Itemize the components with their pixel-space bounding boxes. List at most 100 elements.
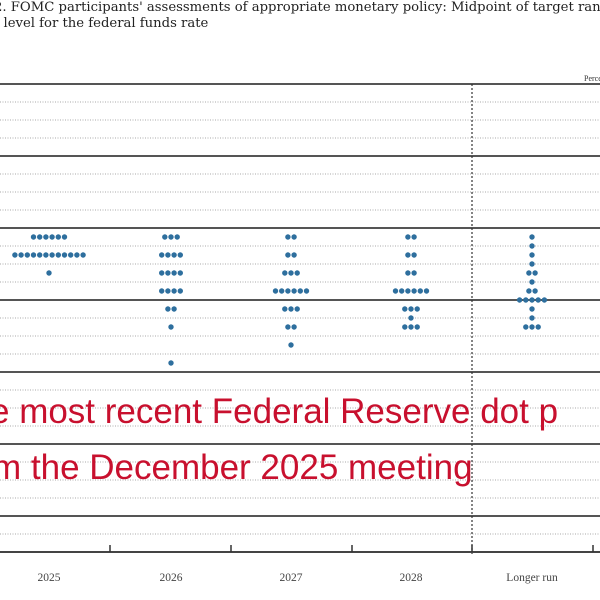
participant-dot [408,306,414,312]
unit-label: Percent [584,74,600,83]
participant-dot [165,306,171,312]
participant-dot [526,288,532,294]
x-axis [0,545,600,553]
participant-dot [423,288,430,294]
participant-dot [303,288,310,294]
participant-dot [46,270,52,276]
participant-dot [411,270,417,276]
participant-dot [405,252,411,258]
participant-dot [529,279,535,285]
participant-dot [529,243,535,249]
participant-dot [402,306,408,312]
participant-dot [37,234,43,240]
participant-dot [285,252,291,258]
participant-dot [405,234,411,240]
participant-dot [288,342,294,348]
x-axis-label: 2025 [37,572,61,584]
participant-dot [24,252,30,258]
participant-dot [282,270,288,276]
participant-dot [411,234,417,240]
participant-dot [171,270,177,276]
participant-dot [399,288,405,294]
participant-dot [61,234,68,240]
participant-dot [30,252,37,258]
participant-dot [282,306,288,312]
participant-dot [408,315,414,321]
participant-dot [55,252,61,258]
participant-dot [297,288,303,294]
participant-dot [177,252,183,258]
participant-dot [177,288,183,294]
participant-dot [529,297,535,303]
grid-lines [0,83,600,556]
participant-dot [529,252,535,258]
participant-dot [288,270,294,276]
participant-dot [516,297,523,303]
participant-dot [49,252,55,258]
participant-dot [408,324,414,330]
figure-title-line1: 2. FOMC participants' assessments of app… [0,0,600,15]
participant-dot [529,306,535,312]
participant-dot [159,252,165,258]
participant-dot [414,306,420,312]
participant-dot [162,234,168,240]
participant-dot [61,252,68,258]
participant-dot [291,324,297,330]
participant-dot [523,324,529,330]
participant-dot [18,252,24,258]
participant-dot [285,288,291,294]
participant-dot [168,360,174,366]
participant-dot [49,234,55,240]
participant-dot [37,252,43,258]
participant-dot [411,288,417,294]
participant-dot [55,234,61,240]
dots-layer [12,234,548,366]
overlay-caption-line2: m the December 2025 meeting [0,448,473,487]
participant-dot [168,234,174,240]
x-axis-label: Longer run [506,572,558,584]
participant-dot [171,288,177,294]
participant-dot [529,315,535,321]
participant-dot [414,324,420,330]
participant-dot [405,270,411,276]
participant-dot [43,234,49,240]
participant-dot [417,288,423,294]
participant-dot [535,297,541,303]
participant-dot [402,324,408,330]
participant-dot [532,270,538,276]
participant-dot [405,288,411,294]
figure-title-line2: t level for the federal funds rate [0,16,209,31]
participant-dot [165,270,171,276]
participant-dot [288,306,294,312]
participant-dot [171,252,177,258]
x-axis-label: 2026 [159,572,183,584]
participant-dot [291,234,297,240]
participant-dot [30,234,37,240]
participant-dot [535,324,541,330]
overlay-caption-line1: e most recent Federal Reserve dot p [0,392,559,431]
participant-dot [177,270,183,276]
participant-dot [168,324,174,330]
participant-dot [529,261,535,267]
participant-dot [291,288,297,294]
participant-dot [74,252,80,258]
x-axis-label: 2028 [399,572,423,584]
x-axis-label: 2027 [279,572,303,584]
participant-dot [159,270,165,276]
participant-dot [532,288,538,294]
participant-dot [165,252,171,258]
participant-dot [159,288,165,294]
participant-dot [171,306,177,312]
participant-dot [279,288,285,294]
participant-dot [174,234,180,240]
participant-dot [294,306,300,312]
participant-dot [80,252,86,258]
participant-dot [12,252,18,258]
participant-dot [392,288,399,294]
participant-dot [291,252,297,258]
participant-dot [411,252,417,258]
participant-dot [272,288,279,294]
participant-dot [526,270,532,276]
participant-dot [43,252,49,258]
